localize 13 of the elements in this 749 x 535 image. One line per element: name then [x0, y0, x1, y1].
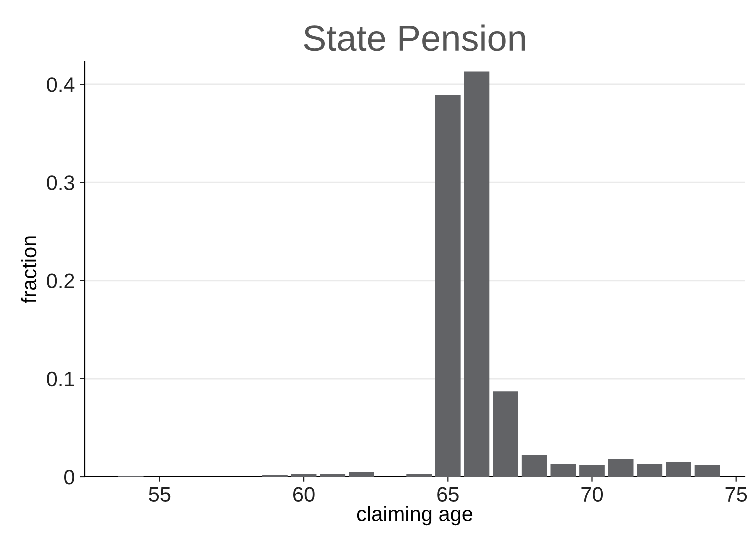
x-tick-label: 60 [294, 487, 315, 502]
x-tick-label: 65 [438, 487, 459, 502]
y-tick-label: 0.1 [47, 372, 74, 387]
y-tick-label: 0 [64, 470, 74, 485]
y-tick-label: 0.3 [47, 176, 74, 190]
x-tick-label: 70 [582, 487, 604, 502]
x-axis-title: claiming age [357, 506, 473, 526]
x-tick-label: 75 [726, 487, 748, 502]
y-tick-label: 0.4 [47, 78, 75, 92]
y-axis-title: fraction [21, 236, 37, 304]
x-tick-label: 55 [149, 487, 171, 502]
y-tick-label: 0.2 [47, 274, 74, 289]
chart-title: State Pension [304, 24, 526, 52]
